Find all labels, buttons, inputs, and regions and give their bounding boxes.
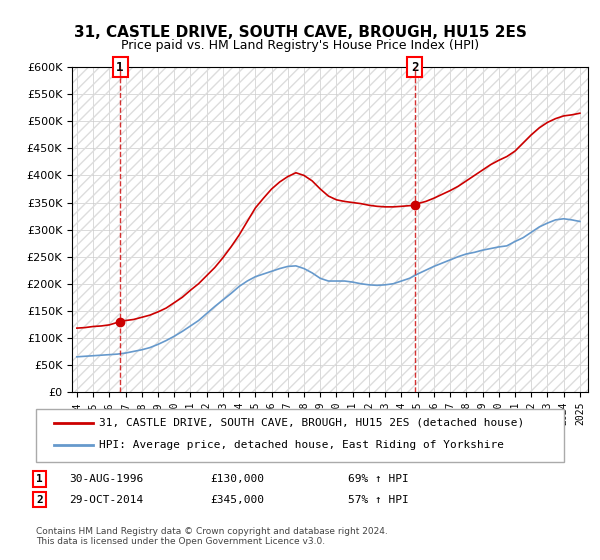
Text: 2: 2 — [36, 494, 43, 505]
Text: Contains HM Land Registry data © Crown copyright and database right 2024.
This d: Contains HM Land Registry data © Crown c… — [36, 526, 388, 546]
Text: 30-AUG-1996: 30-AUG-1996 — [69, 474, 143, 484]
Text: 29-OCT-2014: 29-OCT-2014 — [69, 494, 143, 505]
Text: HPI: Average price, detached house, East Riding of Yorkshire: HPI: Average price, detached house, East… — [99, 440, 504, 450]
Text: £130,000: £130,000 — [210, 474, 264, 484]
Text: 57% ↑ HPI: 57% ↑ HPI — [348, 494, 409, 505]
Text: 31, CASTLE DRIVE, SOUTH CAVE, BROUGH, HU15 2ES: 31, CASTLE DRIVE, SOUTH CAVE, BROUGH, HU… — [74, 25, 526, 40]
Text: 31, CASTLE DRIVE, SOUTH CAVE, BROUGH, HU15 2ES (detached house): 31, CASTLE DRIVE, SOUTH CAVE, BROUGH, HU… — [99, 418, 524, 428]
Text: £345,000: £345,000 — [210, 494, 264, 505]
Text: 1: 1 — [116, 60, 124, 74]
Text: 1: 1 — [36, 474, 43, 484]
Text: Price paid vs. HM Land Registry's House Price Index (HPI): Price paid vs. HM Land Registry's House … — [121, 39, 479, 52]
Text: 2: 2 — [411, 60, 419, 74]
Text: 69% ↑ HPI: 69% ↑ HPI — [348, 474, 409, 484]
